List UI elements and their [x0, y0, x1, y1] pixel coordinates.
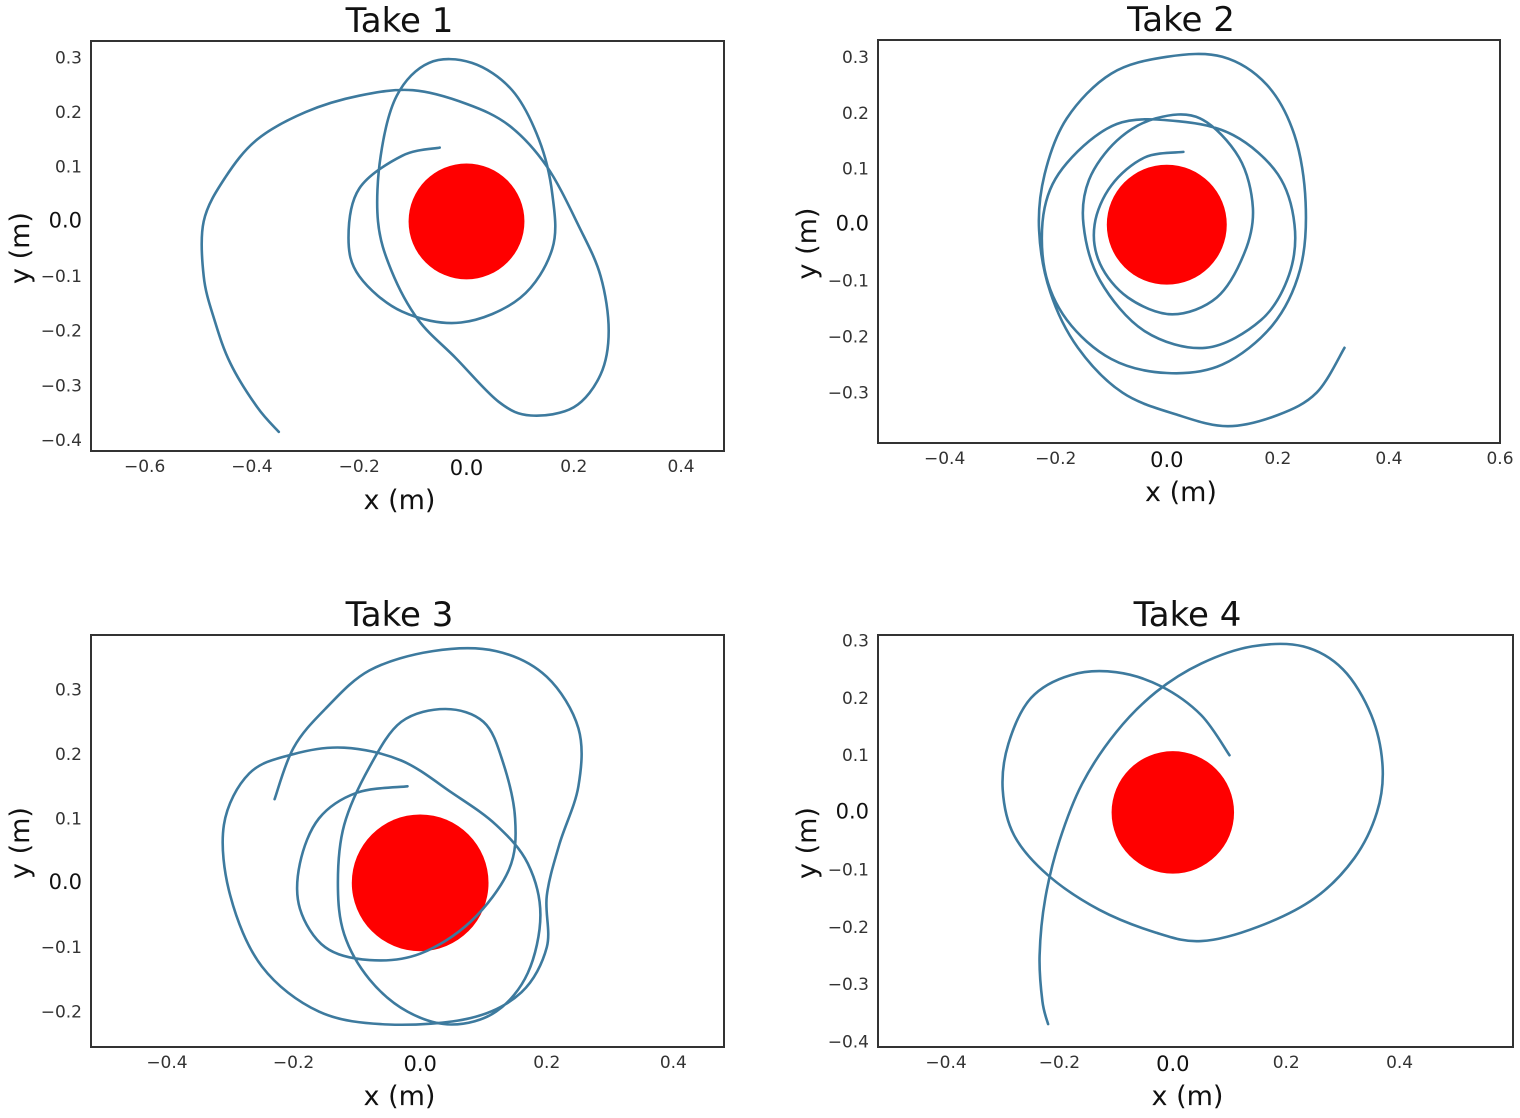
x-tick-label: 0.0 [1150, 448, 1183, 472]
plot-area [200, 57, 610, 434]
axes-frame [877, 634, 1514, 1048]
subplot-take-3: Take 3 x (m) y (m) −0.4 −0.2 0.0 0.2 0.4 0.3 0… [5, 595, 725, 1112]
axes-frame [877, 39, 1501, 444]
x-tick-label: 0.4 [1375, 449, 1402, 469]
y-tick-label: 0.1 [55, 158, 82, 178]
axes-frame [90, 40, 725, 452]
y-tick-label: 0.0 [836, 799, 869, 823]
subplot-title: Take 3 [345, 595, 454, 635]
subplot-take-1: Take 1 x (m) y (m) −0.6 −0.4 −0.2 0.0 0.2 0.4… [5, 1, 725, 516]
trajectory-line [221, 646, 583, 1027]
y-tick-label: −0.4 [828, 1032, 869, 1052]
y-tick-label: −0.3 [41, 376, 82, 396]
x-tick-label: 0.2 [1273, 1053, 1300, 1073]
y-tick-label: −0.2 [828, 918, 869, 938]
subplot-title: Take 2 [1126, 0, 1235, 40]
y-tick-label: −0.3 [828, 975, 869, 995]
x-tick-label: −0.2 [1039, 1053, 1080, 1073]
x-axis-label: x (m) [1145, 477, 1217, 508]
trajectory-line [1001, 642, 1385, 1026]
y-tick-label: −0.3 [828, 384, 869, 404]
y-tick-label: 0.0 [836, 212, 869, 236]
y-tick-label: −0.1 [41, 938, 82, 958]
x-tick-label: 0.2 [533, 1053, 560, 1073]
x-tick-label: 0.4 [1386, 1053, 1413, 1073]
obstacle-circle [408, 163, 525, 280]
x-axis-label: x (m) [1152, 1081, 1224, 1112]
subplot-take-4: Take 4 x (m) y (m) −0.4 −0.2 0.0 0.2 0.4 0.3 0… [792, 595, 1514, 1112]
x-tick-label: 0.0 [450, 456, 483, 480]
x-tick-label: −0.2 [339, 457, 380, 477]
y-tick-label: 0.3 [842, 48, 869, 68]
x-tick-label: −0.4 [146, 1053, 187, 1073]
y-tick-label: −0.2 [828, 328, 869, 348]
y-tick-label: −0.1 [41, 267, 82, 287]
x-tick-label: −0.2 [273, 1053, 314, 1073]
y-tick-label: 0.1 [842, 746, 869, 766]
y-tick-label: 0.2 [55, 103, 82, 123]
x-tick-label: 0.4 [668, 457, 695, 477]
y-tick-label: 0.1 [842, 160, 869, 180]
x-tick-label: 0.6 [1486, 449, 1513, 469]
x-tick-label: 0.0 [403, 1052, 436, 1076]
trajectory-line [200, 57, 610, 434]
y-tick-label: −0.1 [828, 272, 869, 292]
plot-area [1001, 642, 1385, 1026]
trajectory-line [1037, 52, 1346, 428]
x-axis-label: x (m) [364, 1081, 436, 1112]
y-tick-label: 0.2 [55, 745, 82, 765]
x-tick-label: −0.6 [124, 457, 165, 477]
y-axis-label: y (m) [5, 807, 36, 879]
x-tick-label: −0.4 [924, 449, 965, 469]
x-tick-label: −0.4 [231, 457, 272, 477]
x-tick-label: −0.4 [925, 1053, 966, 1073]
y-tick-label: 0.2 [842, 689, 869, 709]
y-tick-label: 0.2 [842, 104, 869, 124]
y-tick-label: 0.1 [55, 809, 82, 829]
y-tick-label: 0.3 [842, 632, 869, 652]
y-tick-label: −0.2 [41, 1003, 82, 1023]
subplot-title: Take 4 [1133, 595, 1242, 635]
x-tick-label: 0.2 [1264, 449, 1291, 469]
y-tick-label: −0.4 [41, 431, 82, 451]
x-tick-label: −0.2 [1035, 449, 1076, 469]
obstacle-circle [351, 814, 489, 952]
axes-frame [90, 634, 725, 1048]
y-axis-label: y (m) [792, 208, 823, 280]
obstacle-circle [1111, 751, 1235, 874]
subplot-take-2: Take 2 x (m) y (m) −0.4 −0.2 0.0 0.2 0.4 0.6 0… [792, 0, 1514, 508]
y-axis-label: y (m) [792, 807, 823, 879]
plot-area [1037, 52, 1346, 428]
y-axis-label: y (m) [5, 212, 36, 284]
x-axis-label: x (m) [364, 485, 436, 516]
y-tick-label: 0.3 [55, 48, 82, 68]
x-tick-label: 0.0 [1156, 1052, 1189, 1076]
obstacle-circle [1106, 164, 1227, 285]
y-tick-label: −0.2 [41, 322, 82, 342]
y-tick-label: 0.0 [49, 870, 82, 894]
subplot-title: Take 1 [345, 1, 454, 41]
y-tick-label: −0.1 [828, 861, 869, 881]
x-tick-label: 0.4 [660, 1053, 687, 1073]
x-tick-label: 0.2 [560, 457, 587, 477]
y-tick-label: 0.3 [55, 681, 82, 701]
y-tick-label: 0.0 [49, 208, 82, 232]
plot-area [221, 646, 583, 1027]
